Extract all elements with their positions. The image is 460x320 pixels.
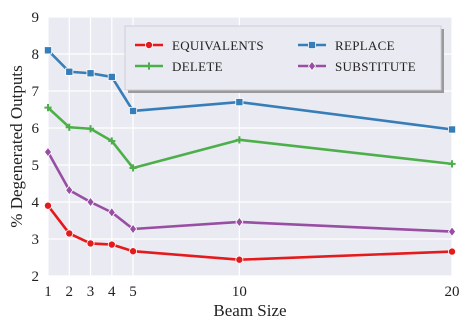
data-point-replace bbox=[86, 69, 95, 78]
y-tick-label: 4 bbox=[32, 195, 40, 211]
data-point-substitute bbox=[107, 207, 116, 218]
data-point-delete bbox=[108, 137, 116, 145]
legend-marker bbox=[145, 62, 153, 70]
data-point-equivalents bbox=[447, 247, 456, 256]
y-tick-label: 7 bbox=[32, 84, 40, 100]
data-point-substitute bbox=[447, 226, 457, 237]
data-point-delete bbox=[86, 125, 95, 133]
legend-marker bbox=[307, 60, 317, 72]
data-point-replace bbox=[44, 46, 53, 55]
data-point-substitute bbox=[86, 196, 95, 208]
data-point-delete bbox=[65, 123, 73, 131]
data-point-equivalents bbox=[65, 229, 74, 238]
x-axis-label: Beam Size bbox=[213, 301, 286, 320]
data-point-replace bbox=[129, 106, 138, 115]
legend-marker bbox=[307, 41, 316, 50]
series-replace bbox=[44, 46, 456, 134]
data-point-replace bbox=[107, 72, 116, 81]
data-point-delete bbox=[235, 136, 243, 144]
legend-box bbox=[124, 25, 442, 91]
y-tick-label: 6 bbox=[32, 121, 40, 137]
legend-item-replace: REPLACE bbox=[298, 38, 395, 53]
data-point-substitute bbox=[65, 184, 74, 196]
data-point-delete bbox=[129, 164, 137, 172]
data-point-replace bbox=[235, 98, 244, 107]
data-point-equivalents bbox=[235, 255, 244, 264]
x-tick-label: 10 bbox=[232, 284, 247, 300]
x-tick-label: 1 bbox=[44, 284, 52, 300]
y-axis-label: % Degenerated Outputs bbox=[7, 65, 26, 227]
legend-marker bbox=[144, 41, 153, 50]
data-point-replace bbox=[447, 125, 456, 134]
legend-label: REPLACE bbox=[335, 38, 395, 53]
y-tick-label: 9 bbox=[32, 10, 40, 26]
series-equivalents bbox=[44, 201, 456, 264]
data-point-equivalents bbox=[129, 247, 138, 256]
series-layer bbox=[43, 46, 457, 264]
data-point-delete bbox=[448, 160, 456, 168]
x-tick-label: 2 bbox=[66, 284, 74, 300]
legend-item-substitute: SUBSTITUTE bbox=[298, 59, 416, 74]
legend-label: SUBSTITUTE bbox=[335, 59, 416, 74]
x-tick-label: 4 bbox=[108, 284, 116, 300]
data-point-equivalents bbox=[107, 240, 116, 249]
data-point-substitute bbox=[128, 223, 138, 235]
legend-label: EQUIVALENTS bbox=[172, 38, 264, 53]
series-delete bbox=[44, 104, 456, 172]
data-point-replace bbox=[65, 67, 74, 76]
data-point-substitute bbox=[43, 146, 53, 158]
series-substitute bbox=[43, 146, 457, 237]
legend-label: DELETE bbox=[172, 59, 223, 74]
legend-item-equivalents: EQUIVALENTS bbox=[135, 38, 264, 53]
data-point-delete bbox=[44, 104, 52, 112]
x-tick-label: 20 bbox=[445, 284, 460, 300]
legend-item-delete: DELETE bbox=[135, 59, 223, 74]
x-tick-label: 3 bbox=[87, 284, 95, 300]
data-point-equivalents bbox=[86, 239, 95, 248]
y-tick-label: 3 bbox=[32, 232, 40, 248]
y-tick-label: 8 bbox=[32, 47, 40, 63]
y-tick-label: 5 bbox=[32, 158, 40, 174]
data-point-equivalents bbox=[44, 201, 53, 210]
x-tick-label: 5 bbox=[129, 284, 137, 300]
y-tick-label: 2 bbox=[32, 269, 40, 285]
grid-lines bbox=[47, 16, 453, 277]
legend: EQUIVALENTS REPLACE DELETE SUBSTITUTE bbox=[124, 25, 444, 93]
data-point-substitute bbox=[235, 216, 244, 228]
